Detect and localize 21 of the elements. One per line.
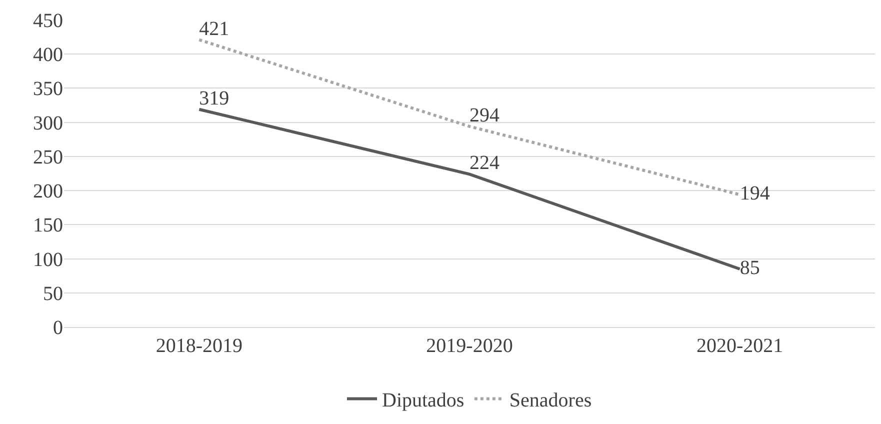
y-tick-label: 200: [33, 180, 63, 203]
data-label: 194: [740, 182, 770, 205]
y-tick-label: 0: [53, 317, 63, 339]
y-tick-label: 350: [33, 78, 63, 100]
y-tick-label: 150: [33, 214, 63, 237]
y-tick-label: 300: [33, 112, 63, 134]
x-tick-label: 2019-2020: [426, 335, 513, 357]
y-tick-label: 100: [33, 248, 63, 271]
legend-label: Senadores: [509, 389, 592, 412]
data-label: 319: [199, 87, 230, 110]
x-tick-label: 2020-2021: [696, 335, 784, 357]
data-label: 421: [199, 18, 230, 40]
y-tick-label: 50: [43, 282, 63, 305]
x-tick-label: 2018-2019: [156, 335, 243, 357]
legend-label: Diputados: [382, 389, 464, 412]
data-label: 85: [740, 257, 760, 280]
data-label: 224: [470, 152, 500, 174]
y-tick-label: 400: [33, 44, 63, 66]
y-tick-label: 250: [33, 146, 63, 168]
data-label: 294: [470, 104, 500, 126]
y-tick-label: 450: [33, 10, 63, 32]
